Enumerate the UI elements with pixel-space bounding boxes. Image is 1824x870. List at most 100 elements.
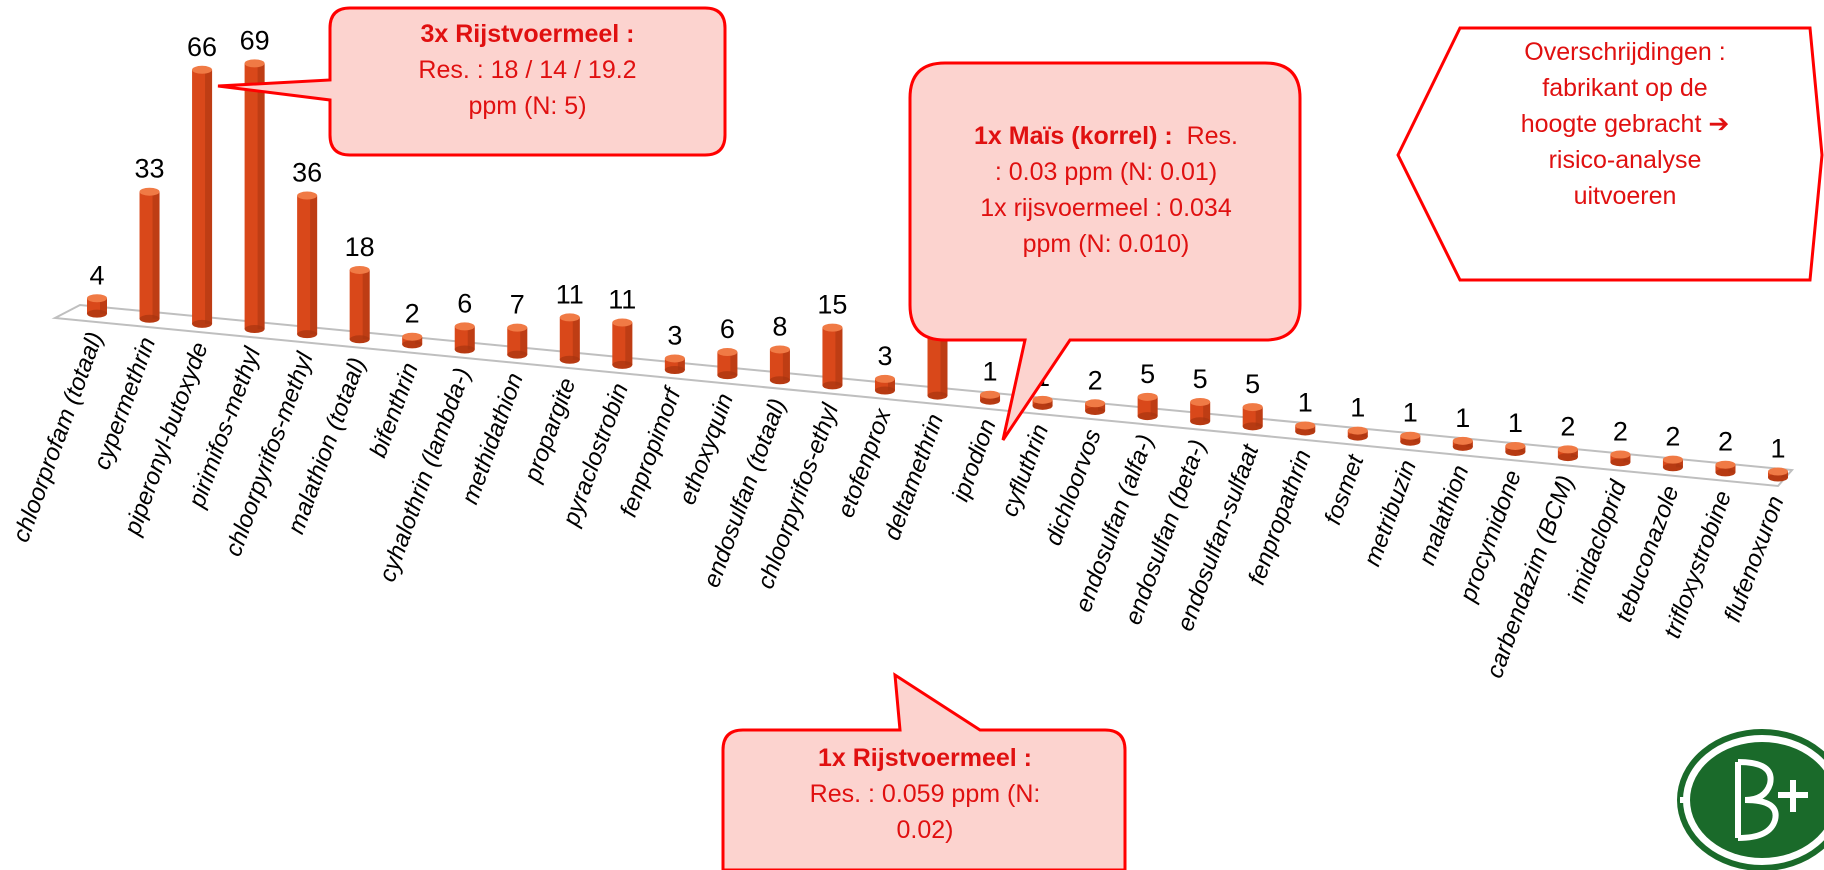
bar [769, 345, 790, 385]
bar-value-label: 6 [720, 314, 735, 344]
bar-cap [1295, 421, 1316, 430]
bar-cap [1452, 436, 1473, 445]
callout-title-suffix: Res. [1172, 122, 1238, 150]
bar-shade [1150, 396, 1158, 417]
bar-value-label: 2 [1613, 416, 1628, 446]
bar-shade [1675, 459, 1683, 468]
bar [980, 390, 1001, 405]
bar-shade [310, 195, 318, 335]
bar-value-label: 11 [556, 279, 584, 309]
bar-shade [520, 327, 528, 355]
bar [87, 294, 107, 318]
category-label: malathion [1413, 462, 1474, 569]
bar-shade [625, 322, 633, 365]
bar-value-label: 1 [1350, 393, 1365, 423]
bar-cap [1242, 403, 1263, 412]
bar-value-label: 1 [1770, 434, 1785, 464]
bar-shade [257, 63, 265, 330]
bar-shade [835, 327, 843, 386]
bar [1400, 431, 1421, 446]
bar-shade [1570, 449, 1578, 458]
callout-line: fabrikant op de [1542, 74, 1708, 102]
category-label: fosmet [1319, 450, 1369, 528]
bar-cap [1032, 395, 1053, 404]
bar-shade [1255, 407, 1263, 427]
category-labels-group: chloorprofam (totaal)cypermethrinpiperon… [8, 328, 1790, 681]
bar [1715, 460, 1736, 477]
bar-shade [362, 269, 370, 340]
bar-cap [1347, 426, 1368, 435]
bar [1347, 426, 1368, 441]
bar [1610, 450, 1631, 467]
bar-value-label: 2 [1665, 422, 1680, 452]
category-label: iprodion [947, 416, 1002, 505]
bar-value-label: 2 [1560, 411, 1575, 441]
callout-title: 1x Rijstvoermeel : [818, 744, 1032, 772]
bar-cap [244, 59, 265, 68]
callout-bubble-mais [908, 61, 1302, 441]
bar [507, 323, 528, 359]
bar-value-label: 6 [457, 288, 472, 318]
bar-shade [467, 326, 475, 350]
bar [1505, 441, 1526, 456]
bar-cap [1137, 392, 1158, 401]
bar-cap [402, 332, 423, 341]
callout-shape-overschrijdingen [1396, 26, 1824, 282]
value-labels-group: 4336669361826711113681533611255511111222… [89, 25, 1785, 463]
bar [664, 354, 685, 374]
callout-line: Overschrijdingen : [1524, 38, 1726, 66]
callout-line: 0.02) [896, 816, 954, 844]
bar [139, 187, 160, 323]
bar-value-label: 1 [1403, 398, 1418, 428]
bar-value-label: 33 [135, 154, 165, 184]
bar-cap [297, 191, 318, 200]
bar [1242, 403, 1263, 431]
bar [1452, 436, 1473, 451]
callout-title-line: 1x Maïs (korrel) : Res. [912, 118, 1300, 154]
bar-cap [139, 187, 160, 196]
bar-value-label: 2 [1718, 427, 1733, 457]
bar [1085, 399, 1106, 415]
bar-value-label: 69 [240, 25, 270, 55]
bar-cap [1190, 397, 1211, 406]
callout-title: 1x Maïs (korrel) : [974, 122, 1173, 150]
bar-shade [415, 336, 423, 345]
bar-value-label: 5 [1140, 359, 1155, 389]
bar-value-label: 36 [292, 158, 322, 188]
bar-body [664, 358, 685, 370]
bar-value-label: 1 [983, 357, 998, 387]
bar-value-label: 3 [667, 320, 682, 350]
bar [1295, 421, 1316, 436]
bar [717, 348, 738, 380]
bar-shade [1623, 454, 1631, 463]
callout-line: ppm (N: 0.010) [1022, 230, 1190, 258]
callout-line: Res. : 0.059 ppm (N: [809, 780, 1041, 808]
bar-cap [980, 390, 1001, 399]
bar [454, 322, 475, 354]
bar [1190, 397, 1211, 426]
bar-cap [1400, 431, 1421, 440]
bar-value-label: 2 [405, 299, 420, 329]
bar-value-label: 18 [345, 232, 375, 262]
bar-cap [87, 294, 107, 303]
bar-shade [887, 378, 895, 391]
callout-title: 3x Rijstvoermeel : [420, 20, 635, 48]
bar-shade [677, 358, 685, 370]
category-label: chloorprofam (totaal) [8, 328, 109, 545]
callout-rijstvoermeel-1x: 1x Rijstvoermeel : Res. : 0.059 ppm (N: … [725, 740, 1125, 848]
bar-value-label: 8 [772, 311, 787, 341]
bar-cap [717, 348, 738, 357]
bar [1662, 455, 1683, 472]
bar-value-label: 5 [1245, 369, 1260, 399]
bar [192, 65, 213, 328]
category-label: metribuzin [1359, 457, 1422, 570]
bar [612, 318, 633, 369]
bar-cap [454, 322, 475, 331]
bar-body [874, 378, 895, 391]
callout-line: Res. : 18 / 14 / 19.2 [418, 56, 637, 84]
bar-cap [349, 265, 370, 274]
bar-shade [1098, 403, 1106, 411]
bar-value-label: 4 [89, 260, 104, 290]
bar-cap [1557, 445, 1578, 454]
bar-cap [1505, 441, 1526, 450]
